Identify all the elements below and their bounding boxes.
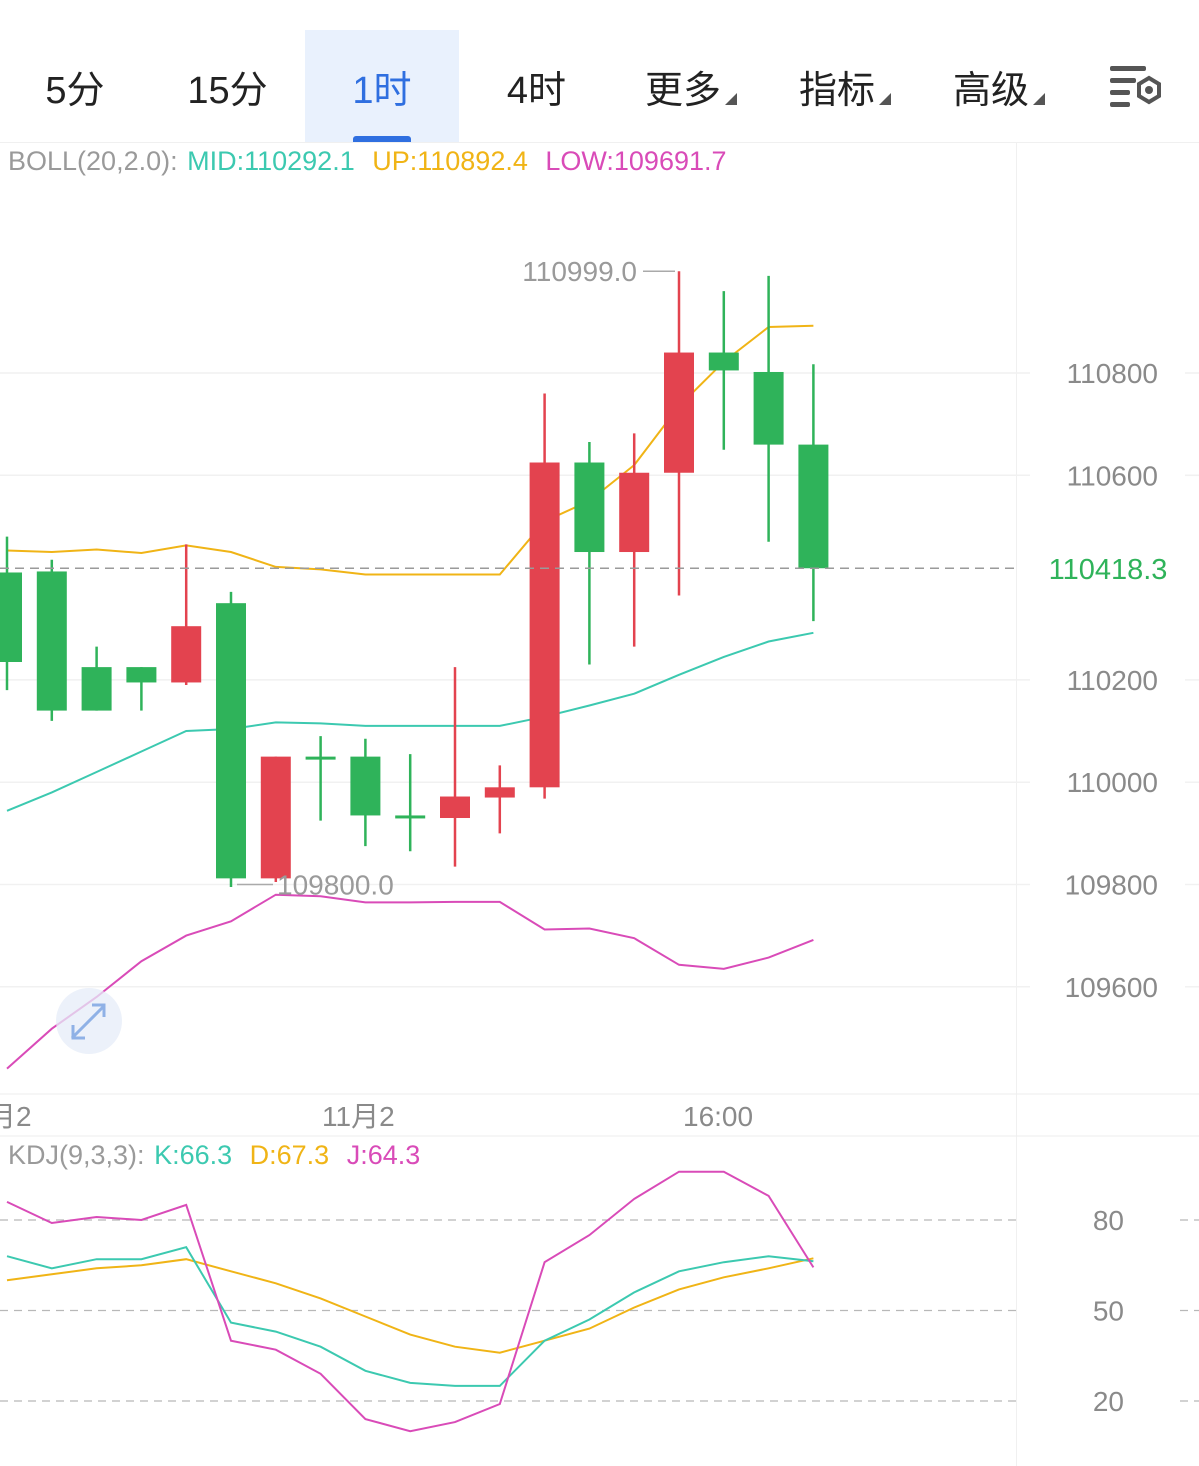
boll-mid-value: MID:110292.1	[187, 146, 355, 176]
price-tick-label: 110600	[1067, 460, 1158, 491]
kdj-j-line	[6, 1170, 815, 1433]
kdj-tick-label: 80	[1093, 1205, 1124, 1236]
candle-body	[305, 756, 336, 760]
last-price-label: 110418.3	[1049, 554, 1168, 586]
candle-body	[216, 603, 246, 879]
kdj-k-value: K:66.3	[154, 1140, 233, 1170]
tab-label: 4时	[506, 69, 567, 112]
kdj-d-value: D:67.3	[249, 1140, 330, 1170]
tab-5min[interactable]: 5分	[0, 30, 150, 142]
boll-mid-line	[6, 631, 814, 812]
candle	[216, 591, 246, 888]
last-price-label-bg	[1018, 548, 1199, 589]
candle	[753, 275, 784, 542]
price-tick-label: 110200	[1067, 665, 1158, 696]
tab-1hour[interactable]: 1时	[305, 30, 459, 142]
candle	[126, 667, 157, 711]
time-axis-label: 11月2	[322, 1101, 395, 1132]
candle	[798, 364, 829, 622]
kdj-k-line	[6, 1246, 814, 1387]
candle	[0, 536, 22, 691]
candle-body	[350, 756, 381, 816]
boll-legend: BOLL(20,2.0): MID:110292.1 UP:110892.4 L…	[8, 146, 737, 177]
candle	[708, 291, 739, 450]
tab-15min[interactable]: 15分	[150, 30, 305, 142]
dropdown-corner-icon	[879, 93, 891, 105]
timeframe-tab-bar: 5分 15分 1时 4时 更多 指标 高级	[0, 0, 1199, 142]
tab-label: 15分	[187, 69, 268, 112]
time-axis-label: 月2	[0, 1101, 32, 1132]
candle	[440, 667, 470, 867]
tab-label: 高级	[952, 69, 1029, 112]
candle-body	[798, 444, 829, 569]
candle	[36, 559, 67, 721]
tab-label: 1时	[352, 69, 412, 112]
candle-body	[574, 462, 605, 553]
candle-body	[440, 796, 470, 819]
boll-name: BOLL(20,2.0):	[8, 146, 178, 176]
candle	[305, 736, 336, 821]
tab-advanced[interactable]: 高级	[922, 30, 1076, 142]
high-price-marker: 110999.0	[522, 256, 637, 287]
candle-body	[126, 667, 157, 683]
candle-body	[36, 571, 67, 711]
candle-body	[529, 462, 560, 788]
candle	[529, 393, 560, 799]
candle-body	[708, 352, 739, 371]
kdj-tick-label: 50	[1093, 1296, 1124, 1327]
candle-body	[395, 815, 426, 819]
boll-low-value: LOW:109691.7	[545, 146, 727, 176]
candle-body	[260, 756, 291, 879]
candle	[574, 442, 605, 665]
candle	[260, 756, 291, 882]
price-tick-label: 109600	[1065, 972, 1158, 1003]
price-tick-label: 110000	[1067, 767, 1158, 798]
candle	[619, 433, 650, 647]
candle	[171, 544, 202, 686]
tab-label: 指标	[798, 69, 875, 112]
active-tab-indicator	[353, 136, 411, 142]
tab-label: 5分	[45, 69, 105, 112]
kdj-j-value: J:64.3	[346, 1140, 421, 1170]
low-price-marker: 109800.0	[277, 870, 394, 901]
dropdown-corner-icon	[1033, 93, 1045, 105]
tab-4hour[interactable]: 4时	[459, 30, 614, 142]
tab-label: 更多	[644, 69, 721, 112]
kdj-legend: KDJ(9,3,3): K:66.3 D:67.3 J:64.3	[8, 1140, 430, 1171]
candle	[484, 765, 515, 834]
kdj-name: KDJ(9,3,3):	[8, 1140, 145, 1170]
candle	[350, 738, 381, 847]
price-tick-label: 110800	[1067, 358, 1158, 389]
price-chart[interactable]: 110800 110600 110200 110000 109800 109600 1104…	[0, 142, 1199, 1466]
candle	[664, 271, 694, 596]
kdj-tick-label: 20	[1093, 1386, 1124, 1417]
candle	[81, 646, 112, 711]
candle	[395, 754, 426, 852]
price-tick-label: 109800	[1065, 870, 1158, 901]
kdj-d-line	[6, 1257, 814, 1354]
candle-body	[753, 371, 784, 445]
boll-low-line	[6, 893, 814, 1070]
tab-more[interactable]: 更多	[614, 30, 768, 142]
candle-body	[0, 572, 22, 662]
candle-body	[619, 472, 650, 553]
expand-arrows-icon[interactable]	[56, 988, 122, 1054]
boll-up-value: UP:110892.4	[372, 146, 528, 176]
candle-body	[81, 667, 112, 711]
candle-body	[664, 352, 694, 473]
tab-indicators[interactable]: 指标	[768, 30, 922, 142]
candle-body	[171, 626, 202, 683]
time-axis-label: 16:00	[683, 1101, 753, 1132]
dropdown-corner-icon	[725, 93, 737, 105]
chart-settings-icon[interactable]	[1104, 58, 1164, 114]
candle-body	[484, 787, 515, 798]
